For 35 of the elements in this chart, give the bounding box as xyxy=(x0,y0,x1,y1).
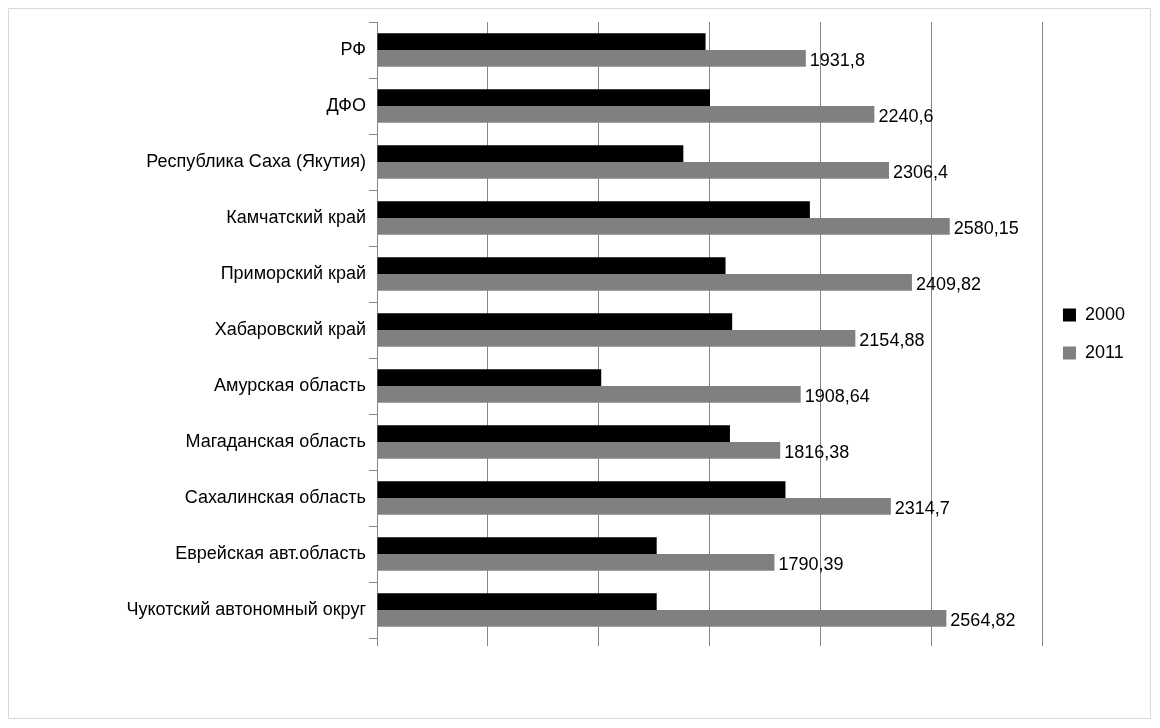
bar xyxy=(377,257,726,274)
bar xyxy=(377,537,657,554)
bar xyxy=(377,425,730,442)
y-tick-label: РФ xyxy=(340,38,366,59)
bar xyxy=(377,89,710,106)
data-label: 2306,4 xyxy=(892,162,949,183)
data-label: 2314,7 xyxy=(894,498,950,519)
data-label: 2564,82 xyxy=(950,610,1016,631)
y-tick-label: Республика Саха (Якутия) xyxy=(146,150,366,171)
y-tick-label: Амурская область xyxy=(213,374,366,395)
data-label: 2240,6 xyxy=(878,106,934,127)
y-tick-label: Магаданская область xyxy=(185,430,366,451)
data-label: 1790,39 xyxy=(778,554,844,575)
y-tick-label: Сахалинская область xyxy=(184,486,366,507)
y-tick-label: ДФО xyxy=(326,94,366,115)
y-tick-label: Еврейская авт.область xyxy=(175,542,366,563)
y-tick-label: Приморский край xyxy=(220,262,366,283)
legend-label: 2011 xyxy=(1084,341,1124,362)
legend-label: 2000 xyxy=(1084,303,1125,324)
bar xyxy=(377,593,657,610)
y-tick-label: Хабаровский край xyxy=(214,318,366,339)
data-label: 2580,15 xyxy=(953,218,1019,239)
bar xyxy=(377,145,684,162)
data-label: 1931,8 xyxy=(809,50,865,71)
data-label: 1908,64 xyxy=(804,386,870,407)
data-label: 2409,82 xyxy=(915,274,982,295)
data-label: 1816,38 xyxy=(784,442,850,463)
y-tick-label: Чукотский автономный округ xyxy=(126,598,367,619)
y-tick-label: Камчатский край xyxy=(226,206,366,227)
bar xyxy=(377,481,786,498)
data-label: 2154,88 xyxy=(859,330,925,351)
bar xyxy=(377,201,810,218)
bar xyxy=(377,313,733,330)
bar xyxy=(377,33,706,50)
bar xyxy=(377,369,602,386)
